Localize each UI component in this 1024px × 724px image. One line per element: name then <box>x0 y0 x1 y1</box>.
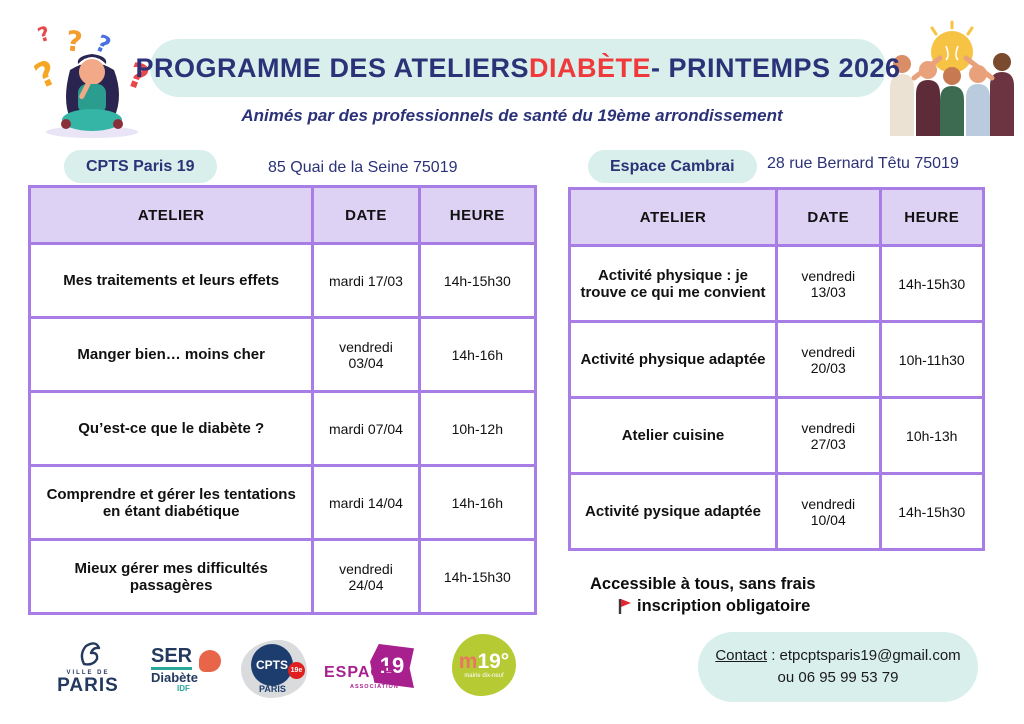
atelier-cell: Manger bien… moins cher <box>27 316 315 393</box>
cpts-paris-label: PARIS <box>259 684 286 694</box>
note-line1: Accessible à tous, sans frais <box>590 575 816 593</box>
atelier-cell: Activité physique adaptée <box>568 320 778 399</box>
flag-icon <box>618 598 631 614</box>
contact-email: : etpcptsparis19@gmail.com <box>767 646 961 664</box>
thinking-woman-illustration: ? ? ? ? ? <box>22 21 167 140</box>
idf-text: IDF <box>177 684 190 693</box>
cpts-circle: CPTS <box>251 644 293 686</box>
atelier-cell: Comprendre et gérer les tentations en ét… <box>27 464 315 541</box>
table-row: Manger bien… moins cher vendredi 03/04 1… <box>27 316 538 393</box>
m19-subtitle: mairie dix-neuf <box>464 673 504 679</box>
date-cell: mardi 17/03 <box>311 242 421 319</box>
column-header-atelier: ATELIER <box>27 185 315 245</box>
table-header-row: ATELIER DATE HEURE <box>27 185 538 245</box>
column-header-heure: HEURE <box>417 185 538 245</box>
heure-cell: 10h-13h <box>878 396 985 475</box>
heure-cell: 10h-12h <box>417 390 538 467</box>
contact-label: Contact <box>715 646 768 664</box>
ser-text: SER <box>151 646 193 670</box>
note-line2: inscription obligatoire <box>637 597 811 616</box>
atelier-cell: Mes traitements et leurs effets <box>27 242 315 319</box>
atelier-cell: Atelier cuisine <box>568 396 778 475</box>
column-header-date: DATE <box>775 187 882 247</box>
espace-19-number: 19 <box>370 644 414 688</box>
table-row: Mes traitements et leurs effets mardi 17… <box>27 242 538 319</box>
table-row: Mieux gérer mes difficultés passagères v… <box>27 538 538 615</box>
date-cell: vendredi 27/03 <box>775 396 882 475</box>
table-row: Qu’est-ce que le diabète ? mardi 07/04 1… <box>27 390 538 467</box>
ville-de-paris-logo: VILLE DE PARIS <box>45 640 131 695</box>
column-header-atelier: ATELIER <box>568 187 778 247</box>
title-main: PROGRAMME DES ATELIERS <box>135 52 529 83</box>
column-header-heure: HEURE <box>878 187 985 247</box>
table-row: Comprendre et gérer les tentations en ét… <box>27 464 538 541</box>
m19-number: 19° <box>477 650 510 673</box>
date-cell: vendredi 10/04 <box>775 472 882 551</box>
cpts-19e-badge: 19e <box>288 662 305 679</box>
title-suffix: - PRINTEMPS 2026 <box>650 52 901 83</box>
date-cell: vendredi 20/03 <box>775 320 882 399</box>
title-highlight: DIABÈTE <box>528 52 651 83</box>
ville-de-label: VILLE DE <box>66 670 110 676</box>
paris-sail-icon <box>80 642 101 666</box>
accessibility-note: Accessible à tous, sans frais inscriptio… <box>590 573 816 618</box>
page-title: PROGRAMME DES ATELIERS DIABÈTE - PRINTEM… <box>135 39 900 97</box>
ser-diabete-logo: SER Diabète IDF <box>143 640 223 696</box>
atelier-cell: Mieux gérer mes difficultés passagères <box>27 538 315 615</box>
m19-m: m <box>458 650 478 673</box>
heure-cell: 14h-15h30 <box>417 242 538 319</box>
cpts-schedule-table: ATELIER DATE HEURE Mes traitements et le… <box>27 185 538 615</box>
subtitle: Animés par des professionnels de santé d… <box>241 106 783 125</box>
seated-woman-graphic <box>46 54 138 138</box>
diabete-text: Diabète <box>151 670 198 685</box>
table-row: Activité physique adaptée vendredi 20/03… <box>568 320 985 399</box>
team-lightbulb-illustration <box>884 18 1020 140</box>
paris-label: PARIS <box>57 675 119 696</box>
atelier-cell: Activité pysique adaptée <box>568 472 778 551</box>
atelier-cell: Activité physique : je trouve ce qui me … <box>568 244 778 323</box>
heure-cell: 14h-16h <box>417 464 538 541</box>
date-cell: vendredi 03/04 <box>311 316 421 393</box>
espace-text: ESPACE <box>324 664 395 681</box>
heure-cell: 14h-15h30 <box>878 244 985 323</box>
heure-cell: 14h-16h <box>417 316 538 393</box>
column-header-date: DATE <box>311 185 421 245</box>
venue-pill-cpts-paris-19: CPTS Paris 19 <box>64 150 217 183</box>
espace-19-logo: 19 ESPACE ASSOCIATION <box>324 642 420 700</box>
contact-phone: ou 06 95 99 53 79 <box>777 669 899 686</box>
heure-cell: 10h-11h30 <box>878 320 985 399</box>
atelier-cell: Qu’est-ce que le diabète ? <box>27 390 315 467</box>
table-row: Activité pysique adaptée vendredi 10/04 … <box>568 472 985 551</box>
date-cell: mardi 07/04 <box>311 390 421 467</box>
contact-card: Contact : etpcptsparis19@gmail.com ou 06… <box>698 632 978 702</box>
venue-address-espace-cambrai: 28 rue Bernard Têtu 75019 <box>767 155 959 172</box>
venue-address-cpts: 85 Quai de la Seine 75019 <box>268 159 458 176</box>
date-cell: vendredi 24/04 <box>311 538 421 615</box>
mairie-19-logo: m19° mairie dix-neuf <box>452 634 516 696</box>
heure-cell: 14h-15h30 <box>417 538 538 615</box>
espace-cambrai-schedule-table: ATELIER DATE HEURE Activité physique : j… <box>568 187 985 551</box>
contact-email-line: Contact : etpcptsparis19@gmail.com <box>715 645 960 668</box>
cpts-paris-logo: CPTS 19e PARIS <box>237 636 313 702</box>
table-header-row: ATELIER DATE HEURE <box>568 187 985 247</box>
venue-pill-espace-cambrai: Espace Cambrai <box>588 150 757 183</box>
date-cell: vendredi 13/03 <box>775 244 882 323</box>
table-row: Activité physique : je trouve ce qui me … <box>568 244 985 323</box>
ser-bubble-icon <box>199 650 221 672</box>
question-mark-icon: ? <box>64 24 84 59</box>
heure-cell: 14h-15h30 <box>878 472 985 551</box>
association-text: ASSOCIATION <box>350 684 399 690</box>
date-cell: mardi 14/04 <box>311 464 421 541</box>
table-row: Atelier cuisine vendredi 27/03 10h-13h <box>568 396 985 475</box>
